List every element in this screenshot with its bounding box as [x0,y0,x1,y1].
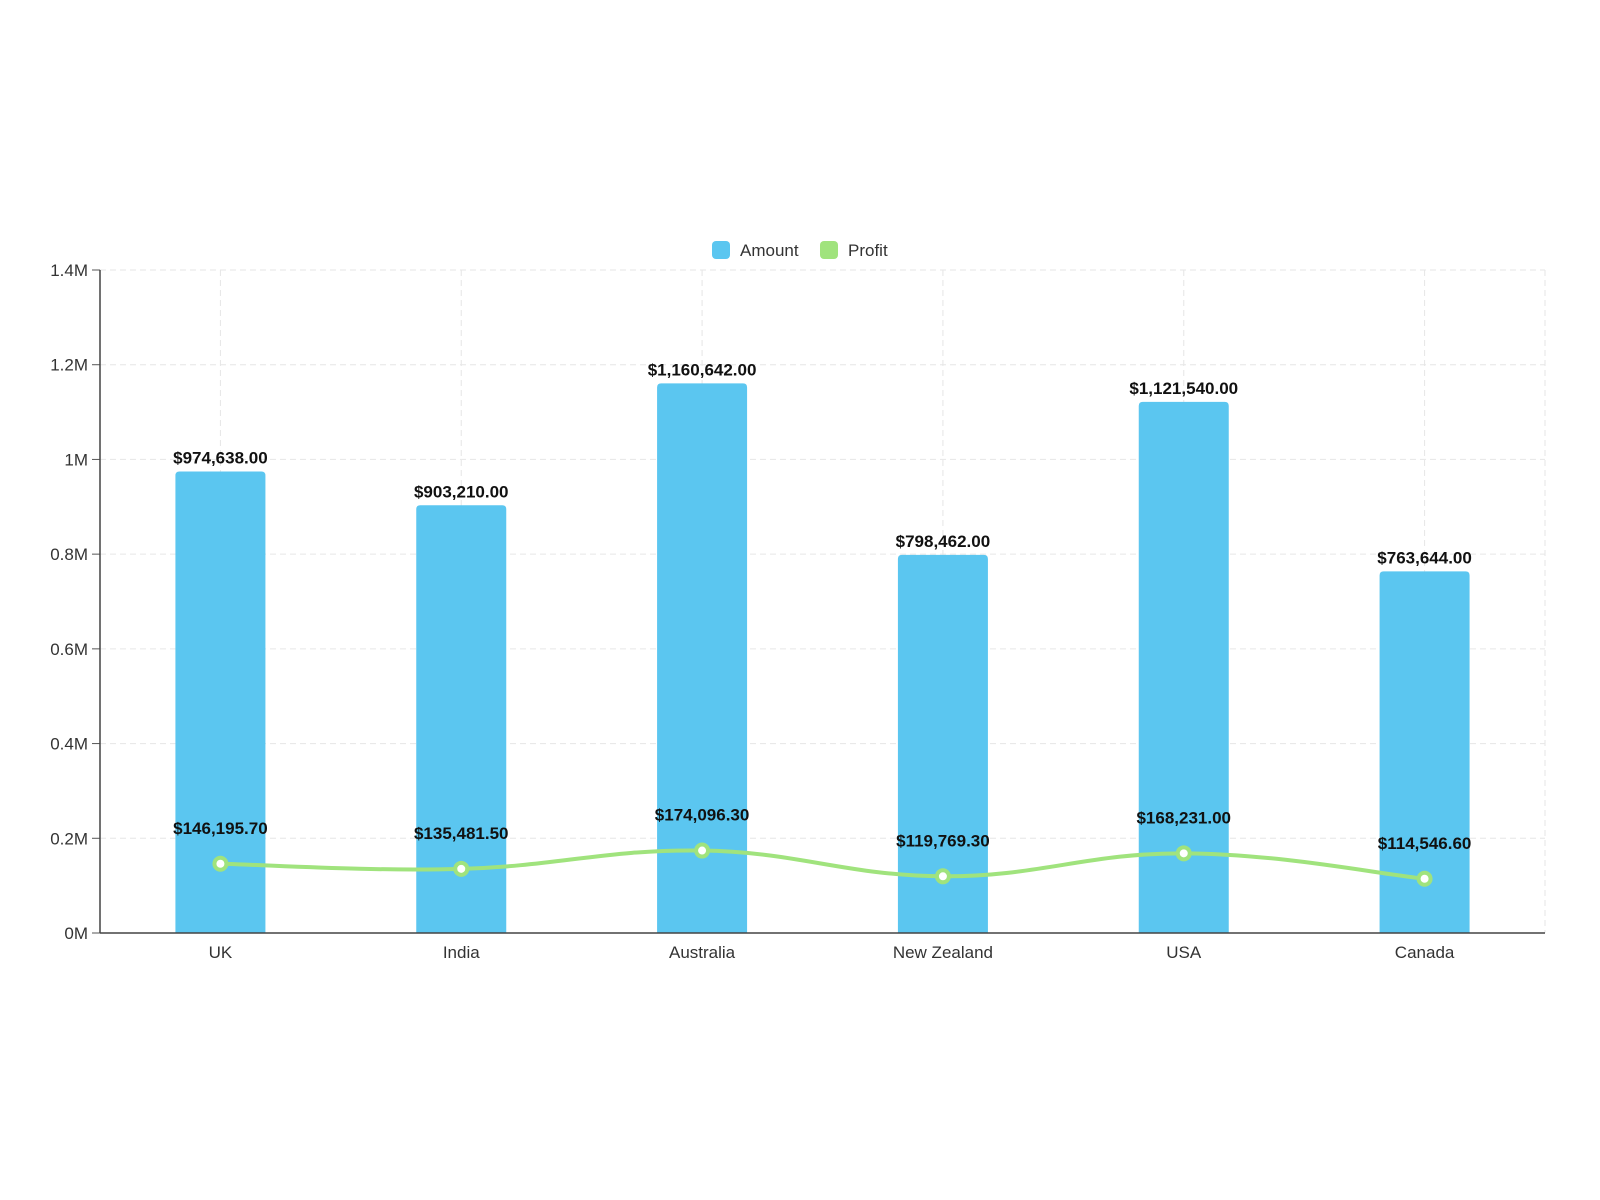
y-tick-label: 0M [64,924,88,943]
profit-line-layer [212,842,1433,887]
amount-bar [416,505,507,933]
y-tick-label: 1.2M [50,356,88,375]
profit-data-labels: $146,195.70 $135,481.50 $174,096.30 $119,76… [173,806,1471,853]
profit-data-label: $168,231.00 [1136,808,1231,827]
legend-item-amount[interactable]: Amount [712,241,799,260]
y-tick-label: 1.4M [50,261,88,280]
amount-data-label: $763,644.00 [1377,548,1472,567]
profit-point [934,868,951,885]
legend-swatch [820,241,838,259]
profit-line [220,848,1425,881]
x-tick-label: USA [1166,943,1202,962]
legend-swatch [712,241,730,259]
x-tick-label: Australia [669,943,736,962]
y-tick-label: 0.4M [50,735,88,754]
profit-point [453,860,470,877]
profit-data-label: $146,195.70 [173,819,268,838]
amount-data-label: $1,160,642.00 [648,360,757,379]
y-tick-label: 1M [64,450,88,469]
profit-point [694,842,711,859]
amount-data-label: $974,638.00 [173,448,268,467]
amount-data-label: $798,462.00 [896,532,991,551]
x-tick-label: India [443,943,480,962]
legend-label: Amount [740,241,799,260]
amount-bar [1379,571,1470,933]
x-tick-label: UK [209,943,233,962]
axes: 0M 0.2M 0.4M 0.6M 0.8M 1M 1.2M 1.4M UK India Austr… [50,261,1545,962]
amount-bars [175,383,1470,933]
amount-bar [657,383,748,933]
amount-data-labels: $974,638.00 $903,210.00 $1,160,642.00 $798,… [173,360,1472,567]
profit-data-label: $135,481.50 [414,824,509,843]
profit-data-label: $114,546.60 [1378,834,1472,853]
amount-bar [175,471,266,933]
amount-data-label: $1,121,540.00 [1129,379,1238,398]
profit-point [1175,845,1192,862]
y-tick-label: 0.6M [50,640,88,659]
y-tick-label: 0.2M [50,829,88,848]
amount-data-label: $903,210.00 [414,482,509,501]
amount-bar [897,554,988,933]
grid-lines [100,269,1546,933]
profit-point [1416,870,1433,887]
profit-data-label: $119,769.30 [896,831,990,850]
x-tick-label: Canada [1395,943,1455,962]
profit-data-label: $174,096.30 [655,806,750,825]
y-tick-label: 0.8M [50,545,88,564]
legend[interactable]: Amount Profit [712,241,888,260]
legend-item-profit[interactable]: Profit [820,241,888,260]
x-tick-label: New Zealand [893,943,993,962]
legend-label: Profit [848,241,888,260]
amount-bar [1138,401,1229,933]
profit-point [212,855,229,872]
